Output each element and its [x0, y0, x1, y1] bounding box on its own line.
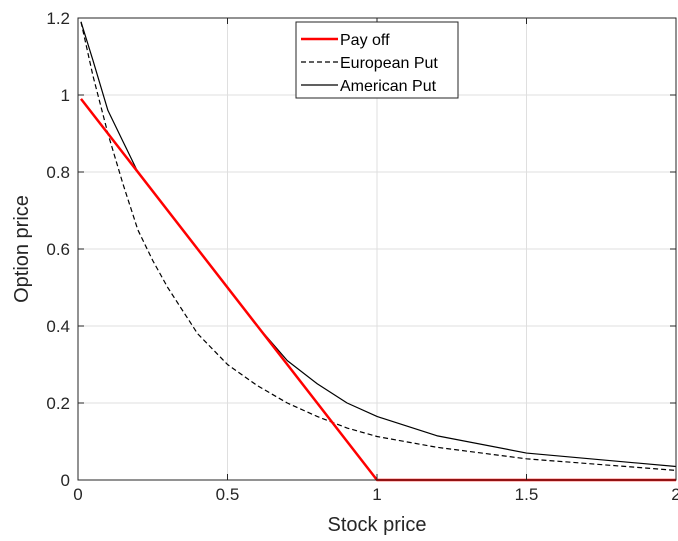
x-tick-label: 2: [671, 485, 678, 504]
legend-label: American Put: [340, 78, 437, 95]
y-tick-label: 1.2: [46, 9, 70, 28]
x-tick-label: 1.5: [515, 485, 539, 504]
y-axis-label: Option price: [11, 195, 33, 303]
x-tick-label: 0: [73, 485, 82, 504]
x-axis-label: Stock price: [328, 514, 427, 536]
legend-label: Pay off: [340, 32, 390, 49]
legend-label: European Put: [340, 55, 438, 72]
y-tick-label: 0.2: [46, 394, 70, 413]
y-tick-label: 0: [61, 471, 70, 490]
y-tick-label: 0.8: [46, 163, 70, 182]
legend: Pay off European Put American Put: [295, 21, 459, 99]
x-tick-label: 1: [372, 485, 381, 504]
y-tick-label: 1: [61, 86, 70, 105]
y-tick-label: 0.6: [46, 240, 70, 259]
series-line-european-put: [80, 21, 677, 471]
ticks: 0 0.5 1 1.5 2 0 0.2 0.4 0.6 0.8 1 1.2: [46, 9, 678, 504]
y-tick-label: 0.4: [46, 317, 70, 336]
x-tick-label: 0.5: [216, 485, 240, 504]
